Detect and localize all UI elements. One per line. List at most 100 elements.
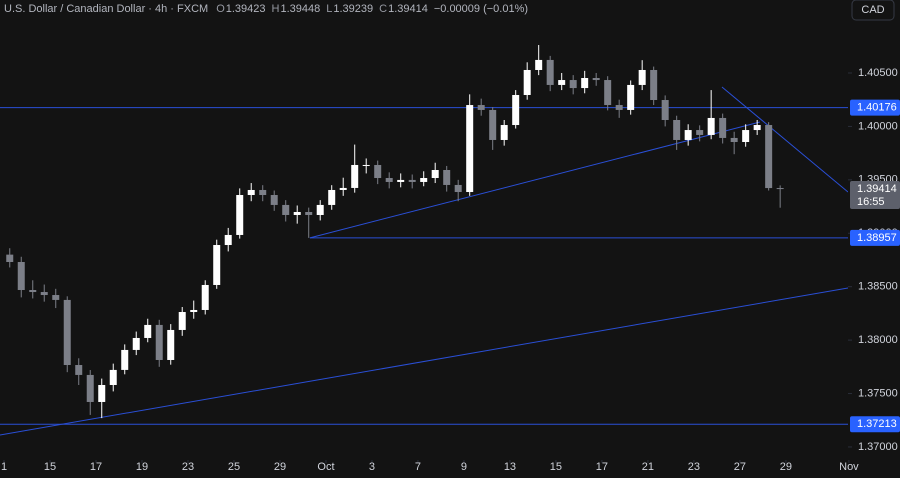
x-tick-label: 13 [504,461,516,473]
candle-body [615,105,623,110]
ohlc-key: H [272,3,280,15]
candle-body [247,189,255,196]
candle-body [351,164,359,188]
y-tick-label: 1.38000 [858,334,898,346]
candle-body [454,184,462,193]
candle-body [546,59,554,85]
candle-body [6,254,14,263]
candle-body [753,125,761,131]
candle-body [742,130,750,143]
candle-body [592,78,600,81]
candle-body [431,170,439,179]
x-tick-label: 27 [734,461,746,473]
change-label: −0.00009 (−0.01%) [434,3,528,15]
candle-body [144,324,152,338]
candle-body [362,164,370,166]
x-tick-label: 25 [228,461,240,473]
currency-label[interactable]: CAD [861,4,884,16]
candle-body [190,309,198,313]
candle-body [443,170,451,185]
y-tick-label: 1.37000 [858,441,898,453]
x-tick-label: 15 [550,461,562,473]
candle-body [604,80,612,106]
candle-body [132,337,140,350]
last-price-tag [850,181,900,210]
ohlc-key: L [326,3,332,15]
candle-body [213,245,221,285]
candle-body [776,188,784,190]
candle-body [523,69,531,95]
candle-body [201,284,209,310]
candle-body [316,204,324,215]
candle-body [696,130,704,135]
candle-body [282,204,290,215]
axes: 1.405001.400001.395001.390001.385001.380… [1,67,898,473]
candle-body [420,178,428,182]
candle-body [121,349,129,370]
level-tag-label: 1.40176 [857,102,897,114]
candle-body [293,211,301,215]
x-tick-label: 21 [642,461,654,473]
candle-body [627,84,635,110]
x-tick-label: 17 [596,461,608,473]
candle-body [477,105,485,110]
candle-body [328,189,336,205]
candle-body [512,94,520,126]
candle-body [374,164,382,179]
ohlc-key: C [379,3,387,15]
candle-body [661,100,669,120]
level-tag-label: 1.37213 [857,418,897,430]
x-tick-label: 15 [44,461,56,473]
level-tag [850,229,900,246]
x-tick-label: 29 [274,461,286,473]
x-tick-label: 29 [780,461,792,473]
candle-body [167,329,175,360]
candle-body [17,262,25,290]
x-tick-label: 23 [688,461,700,473]
chart-title: U.S. Dollar / Canadian Dollar · 4h · FXC… [4,3,208,15]
candle-body [397,179,405,182]
candle-body [500,125,508,140]
last-price-label: 1.39414 [857,183,897,195]
x-tick-label: 9 [461,461,467,473]
x-tick-label: 1 [1,461,7,473]
candle-body [684,130,692,140]
candle-body [155,324,163,360]
trendline [0,287,848,436]
ohlc-key: O [216,3,225,15]
level-tag [850,99,900,116]
candle-body [535,59,543,70]
candle-body [558,80,566,85]
ohlc-value: 1.39414 [388,3,428,15]
candle-body [270,195,278,205]
x-tick-label: Nov [839,461,859,473]
y-tick-label: 1.37500 [858,387,898,399]
x-tick-label: 7 [415,461,421,473]
candle-body [765,125,773,189]
plot-area [0,44,848,436]
level-tag-label: 1.38957 [857,232,897,244]
x-tick-label: 19 [136,461,148,473]
candle-body [581,78,589,89]
candle-body [730,137,738,143]
y-tick-label: 1.40000 [858,120,898,132]
x-tick-label: 23 [182,461,194,473]
x-tick-label: 3 [369,461,375,473]
candle-body [489,109,497,140]
candle-body [673,119,681,140]
candle-body [109,369,117,385]
candle-body [224,234,232,246]
x-tick-label: 17 [90,461,102,473]
candle-body [707,117,715,135]
candle-body [75,365,83,375]
candle-body [638,69,646,85]
y-tick-label: 1.38500 [858,281,898,293]
trendline [309,121,761,239]
currency-button[interactable] [851,0,895,21]
candle-body [385,178,393,182]
candle-body [98,384,106,402]
level-tag [850,416,900,433]
